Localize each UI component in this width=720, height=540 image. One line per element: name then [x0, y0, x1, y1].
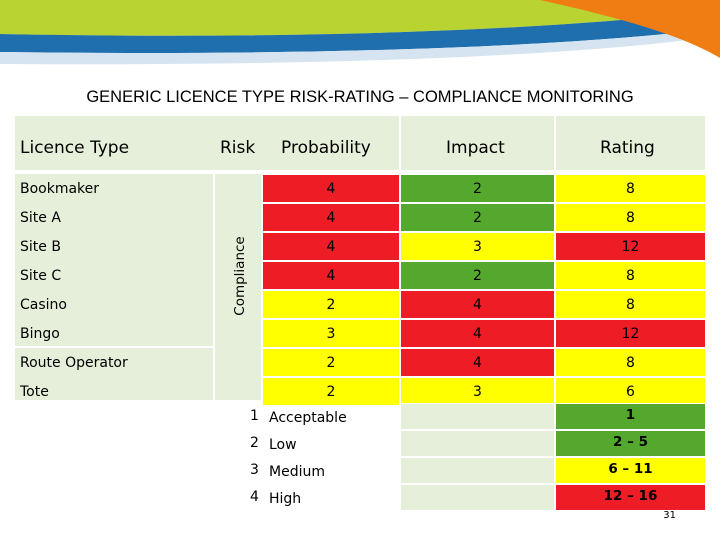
legend-number: 1: [250, 408, 259, 424]
licence-type-panel: [14, 173, 214, 347]
page-title: GENERIC LICENCE TYPE RISK-RATING – COMPL…: [86, 88, 634, 106]
rating-cell: 8: [555, 290, 706, 319]
rating-cell: 12: [555, 319, 706, 348]
legend-number: 3: [250, 462, 259, 478]
legend-number: 2: [250, 435, 259, 451]
licence-name: Bookmaker: [20, 181, 100, 197]
impact-cell: 3: [400, 377, 555, 406]
impact-cell: 4: [400, 290, 555, 319]
licence-name: Tote: [20, 384, 49, 400]
legend-range: 1: [555, 403, 706, 430]
probability-cell: 4: [262, 261, 400, 290]
probability-cell: 2: [262, 348, 400, 377]
risk-header: Risk: [220, 138, 256, 158]
probability-header: Probability: [281, 138, 371, 158]
licence-name: Site C: [20, 268, 62, 284]
rating-header-panel: [555, 115, 706, 171]
rating-cell: 8: [555, 348, 706, 377]
impact-cell: 4: [400, 348, 555, 377]
rating-cell: 8: [555, 203, 706, 232]
licence-type-header: Licence Type: [20, 138, 130, 158]
legend-label: High: [269, 491, 302, 507]
compliance-panel: [214, 173, 262, 401]
legend-range: 6 – 11: [555, 457, 706, 484]
legend-spacer: [400, 457, 555, 484]
rating-cell: 8: [555, 174, 706, 203]
legend-label: Medium: [269, 464, 325, 480]
licence-name: Casino: [20, 297, 67, 313]
header-swoosh: [0, 0, 720, 65]
header-panel: [14, 115, 400, 171]
legend-label: Acceptable: [269, 410, 347, 426]
legend-number: 4: [250, 489, 259, 505]
licence-type-panel-lower: [14, 347, 214, 401]
probability-cell: 4: [262, 203, 400, 232]
impact-cell: 2: [400, 174, 555, 203]
probability-cell: 4: [262, 232, 400, 261]
impact-header-panel: [400, 115, 555, 171]
rating-cell: 6: [555, 377, 706, 406]
legend-spacer: [400, 484, 555, 511]
impact-cell: 3: [400, 232, 555, 261]
legend-range: 12 – 16: [555, 484, 706, 511]
legend-spacer: [400, 403, 555, 430]
compliance-label: Compliance: [232, 236, 248, 316]
impact-cell: 2: [400, 203, 555, 232]
impact-cell: 2: [400, 261, 555, 290]
probability-cell: 4: [262, 174, 400, 203]
licence-name: Bingo: [20, 326, 60, 342]
rating-cell: 8: [555, 261, 706, 290]
probability-cell: 2: [262, 290, 400, 319]
probability-cell: 3: [262, 319, 400, 348]
legend-spacer: [400, 430, 555, 457]
page-number: 31: [663, 510, 676, 521]
rating-cell: 12: [555, 232, 706, 261]
legend-label: Low: [269, 437, 297, 453]
probability-cell: 2: [262, 377, 400, 406]
rating-header: Rating: [600, 138, 655, 158]
licence-name: Site A: [20, 210, 61, 226]
legend-range: 2 – 5: [555, 430, 706, 457]
licence-name: Site B: [20, 239, 61, 255]
impact-cell: 4: [400, 319, 555, 348]
licence-name: Route Operator: [20, 355, 128, 371]
impact-header: Impact: [446, 138, 505, 158]
